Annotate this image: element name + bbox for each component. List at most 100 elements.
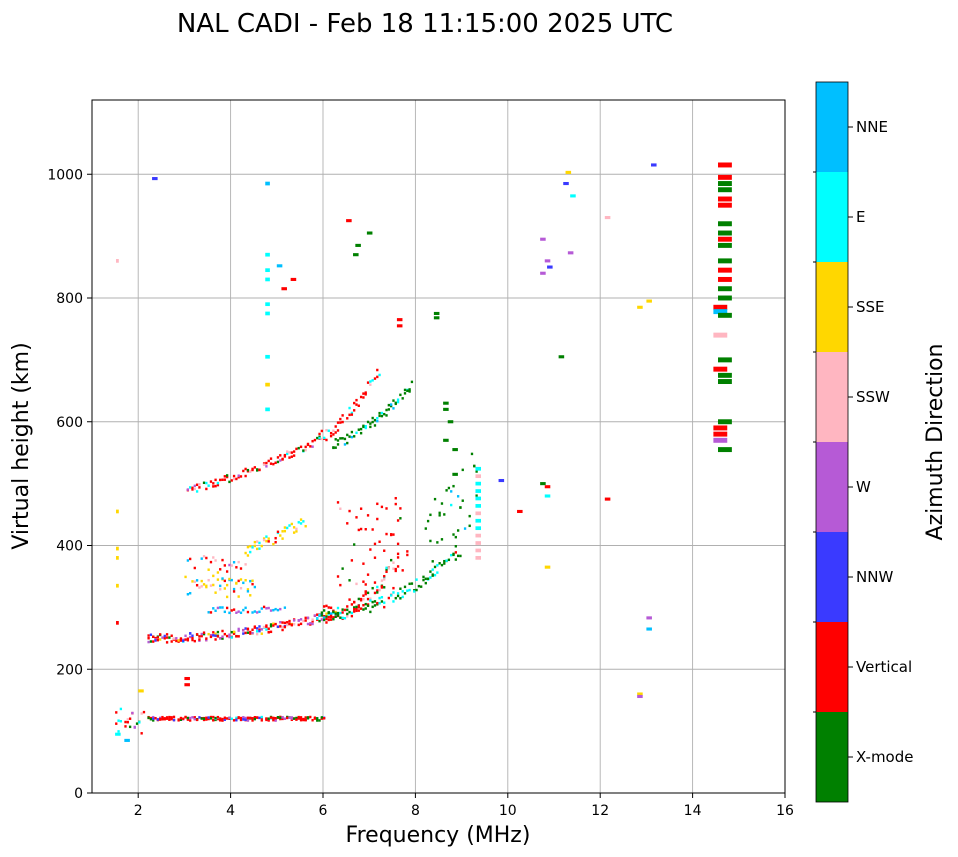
echo-point (219, 568, 222, 571)
echo-point (184, 676, 190, 681)
echo-point (387, 596, 390, 600)
echo-point (459, 554, 462, 558)
echo-point (265, 268, 270, 273)
echo-point (244, 718, 247, 722)
echo-point (251, 546, 254, 549)
x-tick-label: 16 (776, 803, 794, 819)
echo-point (276, 608, 280, 612)
echo-point (718, 447, 732, 453)
echo-point (175, 637, 178, 640)
echo-point (304, 445, 307, 449)
echo-point (253, 716, 257, 719)
echo-point (292, 717, 296, 720)
echo-point (209, 717, 213, 720)
echo-point (225, 595, 229, 599)
echo-point (205, 487, 208, 491)
echo-point (309, 715, 312, 719)
echo-point (200, 634, 203, 638)
echo-point (718, 286, 732, 292)
echo-point (329, 615, 333, 619)
echo-point (394, 596, 397, 600)
echo-point (276, 460, 280, 464)
echo-point (394, 401, 397, 405)
echo-point (475, 518, 482, 523)
echo-point (366, 597, 370, 601)
echo-point (327, 618, 330, 622)
echo-point (385, 570, 388, 573)
echo-point (366, 381, 370, 384)
echo-point (359, 597, 363, 601)
echo-point (179, 716, 183, 720)
echo-point (403, 388, 407, 392)
echo-point (383, 601, 386, 604)
echo-point (718, 242, 732, 248)
echo-point (420, 585, 423, 588)
echo-point (286, 450, 289, 453)
echo-point (262, 463, 266, 466)
echo-point (200, 632, 203, 636)
echo-point (306, 622, 310, 626)
echo-point (198, 638, 201, 641)
echo-point (286, 526, 289, 530)
echo-point (447, 558, 451, 562)
echo-point (364, 393, 367, 396)
echo-point (424, 581, 427, 585)
echo-point (260, 607, 263, 610)
echo-point (170, 634, 173, 637)
echo-point (207, 632, 210, 636)
echo-point (230, 479, 233, 482)
echo-point (184, 715, 187, 719)
echo-point (329, 431, 333, 435)
echo-point (364, 590, 367, 593)
echo-point (214, 716, 217, 720)
echo-point (207, 716, 210, 719)
echo-point (718, 258, 732, 264)
echo-point (161, 636, 164, 639)
echo-point (403, 392, 407, 395)
echo-point (286, 452, 289, 456)
echo-point (346, 219, 352, 223)
echo-point (346, 433, 349, 437)
echo-point (184, 683, 190, 687)
echo-point (272, 608, 275, 612)
colorbar-frame (815, 81, 849, 803)
echo-point (392, 567, 395, 570)
echo-point (216, 483, 220, 487)
echo-point (242, 716, 245, 720)
echo-point (253, 540, 257, 544)
echo-point (396, 592, 400, 595)
y-tick-label: 200 (56, 662, 83, 678)
echo-point (274, 536, 277, 540)
echo-point (369, 610, 372, 614)
echo-point (380, 505, 384, 509)
echo-point (567, 251, 574, 255)
echo-point (355, 431, 358, 435)
colorbar-tick-label: NNW (856, 568, 893, 586)
echo-point (355, 403, 358, 406)
colorbar-segment (816, 262, 848, 352)
echo-point (195, 579, 199, 582)
echo-point (147, 716, 150, 720)
echo-point (332, 616, 335, 619)
echo-point (205, 584, 208, 588)
echo-point (341, 608, 344, 611)
echo-point (283, 453, 287, 457)
echo-point (182, 717, 185, 721)
echo-point (378, 411, 381, 415)
echo-point (371, 528, 374, 531)
echo-point (249, 470, 252, 473)
echo-point (718, 230, 732, 236)
echo-point (232, 590, 236, 593)
echo-point (246, 588, 250, 591)
echo-point (251, 719, 254, 722)
echo-point (369, 380, 372, 383)
echo-point (456, 495, 460, 498)
echo-point (364, 602, 367, 606)
echo-point (242, 469, 245, 473)
echo-point (454, 558, 457, 561)
echo-point (445, 489, 448, 492)
echo-point (350, 413, 354, 416)
echo-point (253, 585, 257, 589)
echo-point (237, 579, 240, 583)
echo-point (202, 481, 206, 485)
